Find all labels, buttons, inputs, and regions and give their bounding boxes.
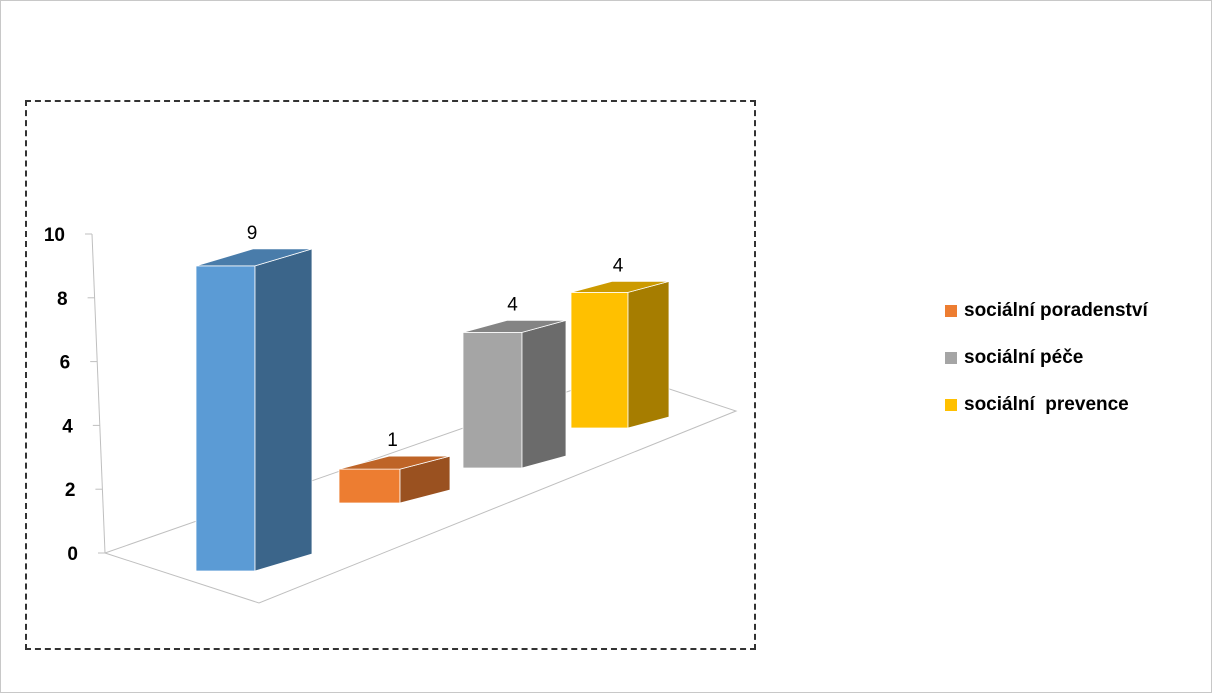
legend-label: sociální péče [964,347,1084,368]
data-label: 4 [507,294,518,315]
legend: sociální poradenství sociální péče sociá… [945,297,1148,438]
bar-top-face [195,248,313,267]
data-label: 9 [247,223,258,244]
plot-area [25,100,756,650]
y-tick-label: 0 [67,544,78,565]
legend-label: sociální prevence [964,394,1129,415]
axes-layer: 0 2 4 6 8 10 [44,225,738,604]
y-tick-label: 2 [65,480,76,501]
legend-swatch [945,305,957,317]
bar-0 [195,248,313,572]
bar-top-face [462,319,567,333]
bar-1 [338,455,451,504]
bar-top-face [338,455,451,470]
legend-item-prevence: sociální prevence [945,391,1148,419]
legend-label: sociální poradenství [964,300,1148,321]
bar-top-face [570,280,670,293]
labels-layer: 9 1 4 4 [247,223,624,451]
data-label: 4 [613,255,624,276]
legend-swatch [945,352,957,364]
bar-2 [462,319,567,469]
y-tick-label: 10 [44,225,65,246]
bars-layer [195,248,670,572]
value-axis-line [91,233,106,554]
legend-item-poradenstvi: sociální poradenství [945,297,1148,325]
bar-3 [570,280,670,429]
data-label: 1 [387,430,398,451]
legend-item-pece: sociální péče [945,344,1148,372]
floor-plane [103,372,738,604]
y-tick-label: 8 [57,289,68,310]
y-tick-label: 4 [62,416,73,437]
legend-swatch [945,399,957,411]
y-tick-label: 6 [60,353,71,374]
